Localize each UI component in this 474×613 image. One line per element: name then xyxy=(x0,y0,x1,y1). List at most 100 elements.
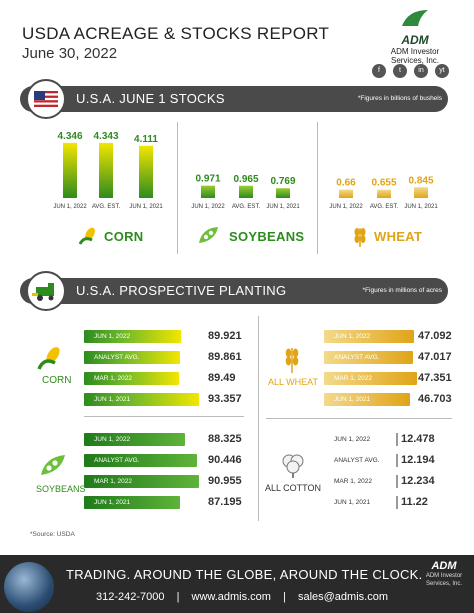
footer xyxy=(0,555,474,613)
planting-value-label: 47.017 xyxy=(418,351,452,363)
adm-logo: ADM ADM Investor Services, Inc. xyxy=(378,8,452,65)
planting-category-label: ANALYST AVG. xyxy=(94,354,140,361)
planting-band-title: U.S.A. PROSPECTIVE PLANTING xyxy=(76,283,287,298)
adm-leaf-icon xyxy=(402,10,428,26)
divider xyxy=(84,416,244,417)
stocks-soybeans-label: SOYBEANS xyxy=(229,229,305,244)
stocks-bar xyxy=(377,189,391,198)
planting-value-label: 12.194 xyxy=(396,454,435,467)
stocks-value-label: 0.769 xyxy=(270,176,295,187)
planting-bar xyxy=(324,496,386,509)
planting-value-label: 46.703 xyxy=(418,393,452,405)
planting-category-label: MAR 1, 2022 xyxy=(334,478,372,485)
corn-crop-icon xyxy=(78,226,100,251)
report-title: USDA ACREAGE & STOCKS REPORT xyxy=(22,24,330,43)
stocks-value-label: 4.346 xyxy=(57,131,82,142)
planting-corn-label: CORN xyxy=(42,375,72,386)
stocks-value-label: 4.111 xyxy=(134,134,158,145)
footer-logo-name: ADM xyxy=(431,560,457,572)
stocks-wheat-label: WHEAT xyxy=(374,229,423,244)
divider xyxy=(177,122,178,254)
stocks-bar xyxy=(339,189,353,198)
footer-tagline: TRADING. AROUND THE GLOBE, AROUND THE CL… xyxy=(66,567,423,582)
stocks-bar xyxy=(139,145,153,198)
planting-category-label: JUN 1, 2021 xyxy=(94,499,131,506)
stocks-value-label: 0.845 xyxy=(408,175,433,186)
planting-band-note: *Figures in millions of acres xyxy=(362,287,442,294)
logo-line1: ADM Investor xyxy=(390,47,440,56)
wheat-crop-icon xyxy=(350,224,370,253)
planting-category-label: JUN 1, 2021 xyxy=(334,396,371,403)
logo-name: ADM xyxy=(401,33,429,47)
cotton-planting-icon xyxy=(280,451,306,484)
stocks-bar xyxy=(201,185,215,198)
planting-value-label: 90.446 xyxy=(208,454,242,466)
planting-value-label: 11.22 xyxy=(396,496,428,509)
planting-bar xyxy=(84,330,181,343)
planting-bar xyxy=(84,372,179,385)
logo-line2: Services, Inc. xyxy=(390,56,439,65)
planting-value-label: 88.325 xyxy=(208,433,242,445)
divider xyxy=(317,122,318,254)
stocks-bar xyxy=(63,142,77,198)
stocks-category-label: AVG. EST. xyxy=(92,204,121,210)
stocks-category-label: JUN 1, 2021 xyxy=(129,204,163,210)
planting-value-label: 90.955 xyxy=(208,475,242,487)
footer-separator: | xyxy=(176,591,180,603)
us-flag-icon xyxy=(26,79,66,119)
stocks-chart: 4.346 JUN 1, 2022 4.343 AVG. EST. 4.111 JUN 1… xyxy=(53,131,438,210)
divider xyxy=(266,418,452,419)
soybean-crop-icon xyxy=(196,224,222,251)
planting-bar xyxy=(324,454,396,467)
planting-bar xyxy=(324,330,414,343)
stocks-category-label: JUN 1, 2021 xyxy=(404,204,438,210)
planting-value-label: 89.921 xyxy=(208,330,242,342)
stocks-bar xyxy=(99,142,113,198)
planting-category-label: ANALYST AVG. xyxy=(334,354,380,361)
stocks-bar xyxy=(414,187,428,198)
planting-value-label: 12.478 xyxy=(396,433,435,446)
linkedin-icon[interactable]: in xyxy=(414,64,428,78)
footer-phone[interactable]: 312-242-7000 xyxy=(96,591,165,603)
footer-email[interactable]: sales@admis.com xyxy=(297,591,388,603)
stocks-category-label: JUN 1, 2022 xyxy=(329,204,363,210)
footer-contact: 312-242-7000 | www.admis.com | sales@adm… xyxy=(96,591,388,603)
planting-value-label: 12.234 xyxy=(396,475,435,488)
report-date: June 30, 2022 xyxy=(22,45,118,62)
planting-bar xyxy=(324,475,396,488)
planting-wheat-label: ALL WHEAT xyxy=(268,377,319,387)
planting-band xyxy=(20,278,448,304)
footer-logo-line1: ADM Investor xyxy=(425,573,463,579)
globe-icon xyxy=(4,562,54,612)
footer-separator: | xyxy=(283,591,286,603)
stocks-bar xyxy=(276,188,290,198)
planting-bar xyxy=(324,393,411,406)
planting-bar xyxy=(324,433,399,446)
youtube-icon[interactable]: yt xyxy=(435,64,449,78)
stocks-category-label: AVG. EST. xyxy=(370,204,399,210)
planting-category-label: JUN 1, 2021 xyxy=(94,396,131,403)
corn-planting-icon xyxy=(36,345,66,376)
facebook-icon[interactable]: f xyxy=(372,64,386,78)
source-note: *Source: USDA xyxy=(30,531,75,538)
stocks-value-label: 0.971 xyxy=(195,174,220,185)
planting-bar xyxy=(84,433,186,446)
planting-category-label: JUN 1, 2022 xyxy=(334,333,371,340)
divider xyxy=(258,316,259,521)
stocks-category-label: AVG. EST. xyxy=(232,204,261,210)
stocks-value-label: 0.965 xyxy=(233,174,258,185)
planting-category-label: JUN 1, 2021 xyxy=(334,499,371,506)
planting-category-label: ANALYST AVG. xyxy=(334,457,380,464)
stocks-bar xyxy=(239,185,253,198)
footer-website[interactable]: www.admis.com xyxy=(191,591,271,603)
planting-value-label: 89.861 xyxy=(208,351,242,363)
stocks-corn-label: CORN xyxy=(104,229,144,244)
twitter-icon[interactable]: t xyxy=(393,64,407,78)
wheat-planting-icon xyxy=(282,344,302,379)
planting-category-label: JUN 1, 2022 xyxy=(334,436,371,443)
stocks-category-label: JUN 1, 2021 xyxy=(266,204,300,210)
planting-value-label: 47.092 xyxy=(418,330,452,342)
stocks-band xyxy=(20,86,448,112)
stocks-value-label: 0.66 xyxy=(336,178,356,189)
planting-value-label: 87.195 xyxy=(208,496,242,508)
